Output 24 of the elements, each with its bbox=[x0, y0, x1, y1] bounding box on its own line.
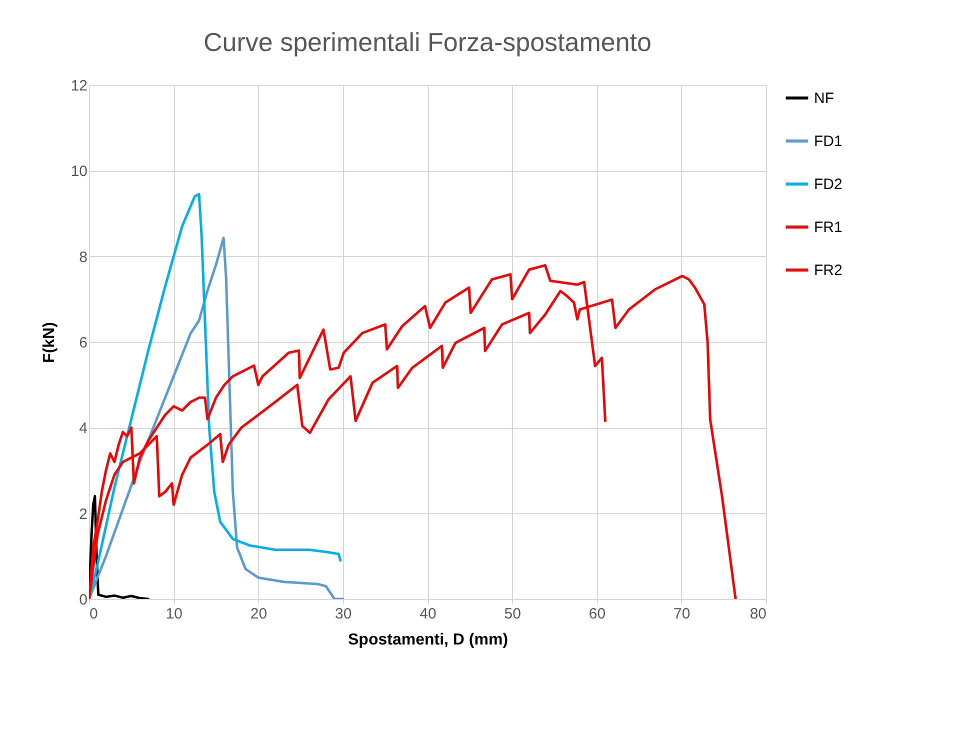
legend-label: NF bbox=[814, 90, 834, 107]
y-tick-label: 8 bbox=[79, 248, 88, 266]
y-tick-label: 2 bbox=[79, 506, 88, 523]
x-tick-label: 0 bbox=[90, 606, 98, 622]
x-tick-label: 30 bbox=[335, 606, 352, 622]
legend-label: FR2 bbox=[814, 262, 842, 279]
x-tick-label: 80 bbox=[750, 606, 766, 622]
x-tick-label: 10 bbox=[166, 606, 182, 622]
y-tick-label: 6 bbox=[79, 334, 88, 352]
x-tick-label: 40 bbox=[420, 606, 436, 622]
y-tick-label: 12 bbox=[70, 78, 88, 94]
x-tick-label: 50 bbox=[504, 606, 521, 622]
y-tick-label: 10 bbox=[70, 163, 88, 180]
x-axis-title: Spostamenti, D (mm) bbox=[348, 632, 508, 648]
legend-label: FR1 bbox=[814, 219, 842, 236]
y-axis-title: F(kN) bbox=[40, 322, 58, 363]
legend-label: FD2 bbox=[814, 176, 842, 193]
x-tick-label: 70 bbox=[674, 606, 690, 622]
y-tick-label: 0 bbox=[79, 592, 88, 608]
chart-title: Curve sperimentali Forza-spostamento bbox=[204, 27, 652, 57]
y-tick-label: 4 bbox=[79, 420, 88, 438]
legend-label: FD1 bbox=[814, 133, 842, 150]
x-tick-label: 20 bbox=[250, 606, 268, 622]
x-tick-label: 60 bbox=[588, 606, 606, 622]
